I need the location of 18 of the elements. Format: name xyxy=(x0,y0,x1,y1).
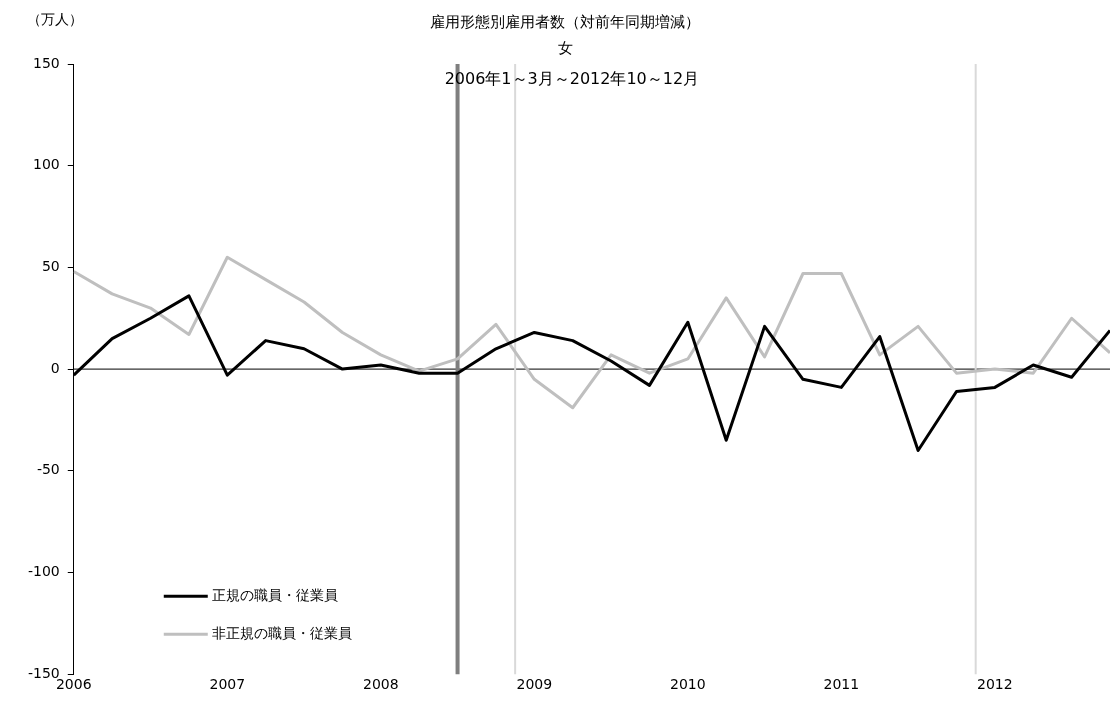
y-tick-label: 50 xyxy=(41,258,60,275)
chart-title: 雇用形態別雇用者数（対前年同期増減） xyxy=(430,12,700,31)
x-tick-label: 2008 xyxy=(362,676,399,693)
x-tick-label: 2007 xyxy=(209,676,246,693)
legend-label: 正規の職員・従業員 xyxy=(211,586,338,603)
y-tick-label: 100 xyxy=(33,156,60,173)
chart-subtitle: 女 xyxy=(557,38,573,57)
y-tick-label: 0 xyxy=(50,359,60,376)
y-tick-label: -100 xyxy=(27,563,60,580)
annotation: 2006年1～3月～2012年10～12月 xyxy=(444,69,700,89)
x-tick-label: 2010 xyxy=(670,676,706,693)
legend-label: 非正規の職員・従業員 xyxy=(211,624,352,641)
y-tick-label: -50 xyxy=(36,461,60,478)
y-axis-title: （万人） xyxy=(27,10,83,27)
x-tick-label: 2011 xyxy=(823,676,860,693)
y-tick-label: 150 xyxy=(33,54,60,71)
x-tick-label: 2009 xyxy=(516,676,553,693)
x-tick-label: 2012 xyxy=(977,676,1013,693)
